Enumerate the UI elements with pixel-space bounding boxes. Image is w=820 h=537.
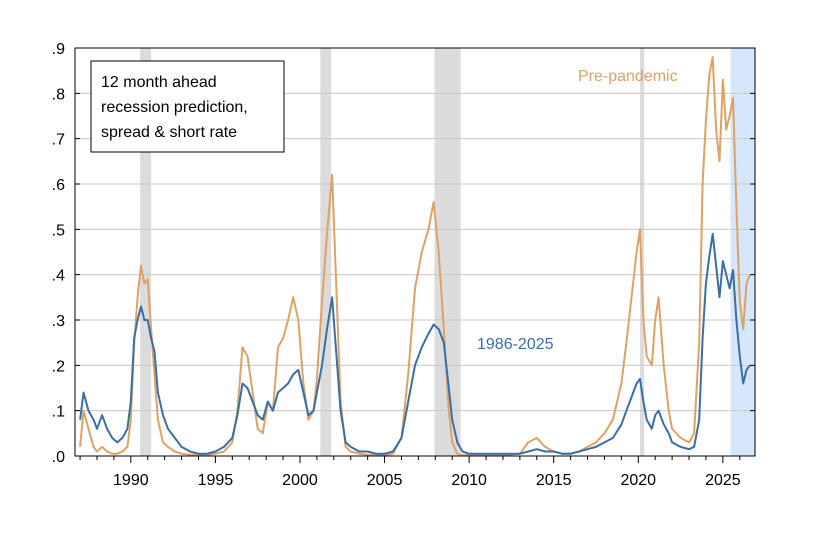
annotation-box: 12 month ahead recession prediction, spr…	[90, 60, 285, 153]
x-tick-label: 2025	[705, 472, 741, 489]
plot-frame	[74, 47, 756, 457]
y-tick-label: .2	[52, 358, 65, 375]
y-tick-label: .9	[52, 41, 65, 58]
series-label-1986-2025: 1986-2025	[477, 336, 554, 353]
y-tick-label: .7	[52, 132, 65, 149]
x-tick-label: 1995	[198, 472, 234, 489]
y-tick-label: .6	[52, 177, 65, 194]
x-tick-label: 2000	[282, 472, 318, 489]
annotation-line-3: spread & short rate	[101, 124, 237, 141]
x-tick-label: 2015	[536, 472, 572, 489]
annotation-line-2: recession prediction,	[101, 99, 248, 116]
recession-band-4	[639, 48, 645, 456]
series-layer	[79, 56, 751, 457]
x-tick-label: 1990	[113, 472, 149, 489]
y-tick-label: .0	[52, 449, 65, 466]
y-tick-label: .3	[52, 313, 65, 330]
x-tick-label: 2005	[367, 472, 403, 489]
recession-band-1	[140, 48, 152, 456]
y-tick-label: .4	[52, 268, 65, 285]
x-tick-label: 2010	[451, 472, 487, 489]
series-label-pre-pandemic: Pre-pandemic	[578, 68, 678, 85]
y-tick-label: .5	[52, 222, 65, 239]
x-tick-label: 2020	[620, 472, 656, 489]
y-tick-label: .1	[52, 404, 65, 421]
axes-layer: .0 .1 .2 .3 .4 .5 .6 .7 .8 .9 1990 1995 2000 2005 2010…	[52, 41, 755, 489]
series-line-1986-2025	[79, 232, 751, 455]
annotation-line-1: 12 month ahead	[101, 74, 217, 91]
y-tick-label: .8	[52, 86, 65, 103]
annotation-frame	[90, 60, 285, 153]
